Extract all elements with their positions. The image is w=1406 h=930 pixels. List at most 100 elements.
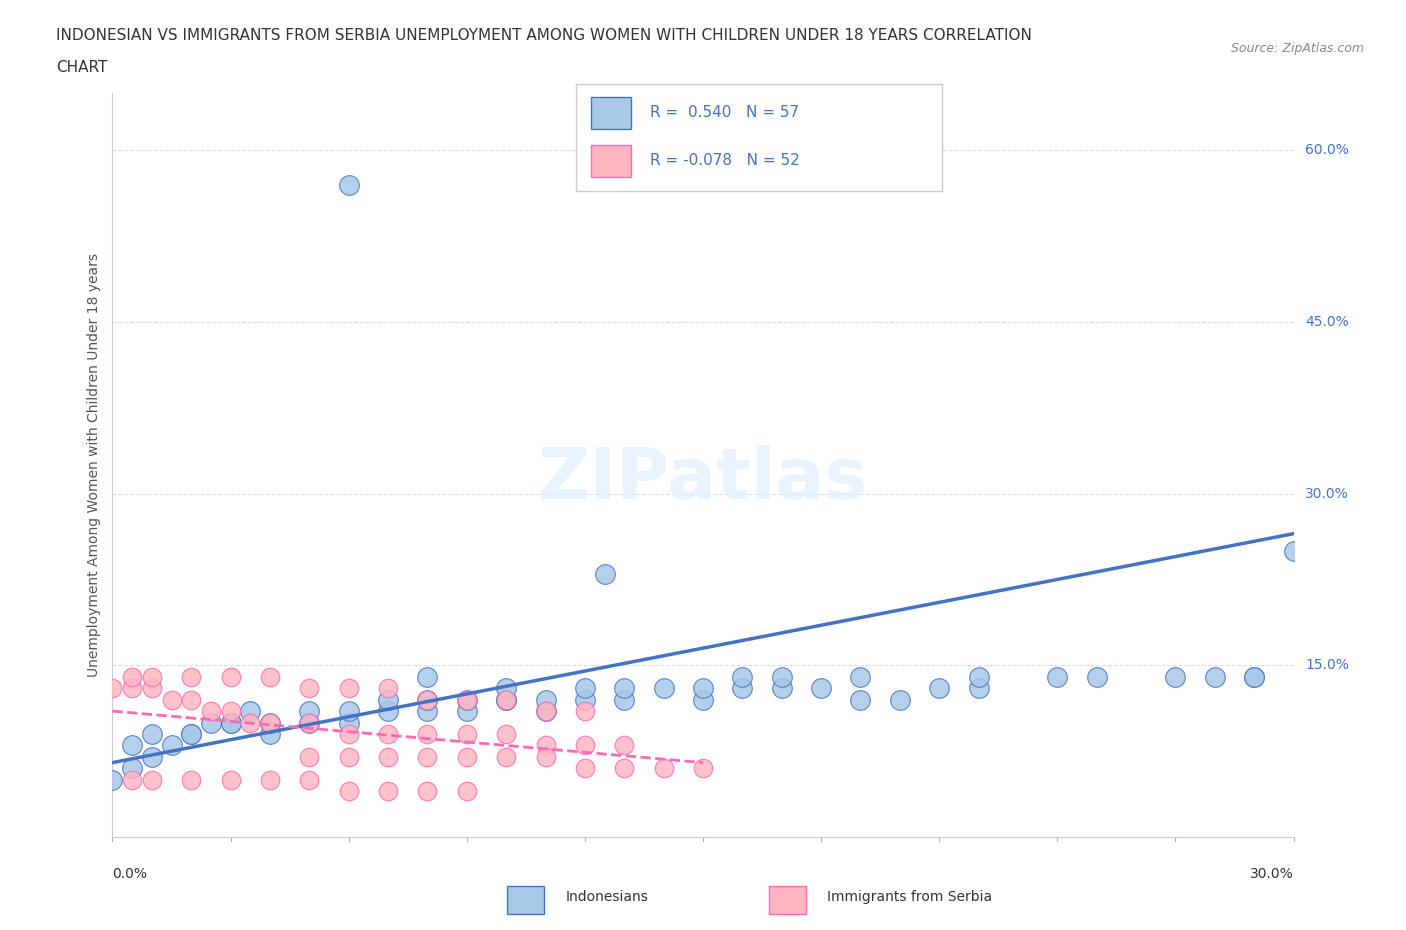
Point bbox=[377, 681, 399, 696]
Text: Immigrants from Serbia: Immigrants from Serbia bbox=[827, 890, 993, 905]
Point bbox=[219, 670, 242, 684]
Point bbox=[259, 715, 281, 730]
Text: 0.0%: 0.0% bbox=[112, 867, 148, 881]
Point bbox=[121, 670, 143, 684]
Point bbox=[298, 772, 321, 787]
Point bbox=[219, 704, 242, 719]
Point bbox=[180, 726, 202, 741]
Point bbox=[337, 750, 360, 764]
Point bbox=[456, 726, 478, 741]
Text: 15.0%: 15.0% bbox=[1305, 658, 1350, 672]
Text: 45.0%: 45.0% bbox=[1305, 315, 1350, 329]
FancyBboxPatch shape bbox=[506, 885, 544, 913]
Point bbox=[1204, 670, 1226, 684]
Point bbox=[121, 738, 143, 753]
FancyBboxPatch shape bbox=[591, 145, 631, 177]
Point bbox=[101, 681, 124, 696]
Point bbox=[377, 750, 399, 764]
Text: 60.0%: 60.0% bbox=[1305, 143, 1350, 157]
Point bbox=[141, 681, 163, 696]
FancyBboxPatch shape bbox=[769, 885, 806, 913]
Point bbox=[731, 670, 754, 684]
Point bbox=[416, 704, 439, 719]
Point bbox=[239, 715, 262, 730]
Point bbox=[416, 784, 439, 799]
Point bbox=[180, 670, 202, 684]
Point bbox=[141, 750, 163, 764]
Text: ZIPatlas: ZIPatlas bbox=[538, 445, 868, 514]
Point bbox=[377, 784, 399, 799]
Y-axis label: Unemployment Among Women with Children Under 18 years: Unemployment Among Women with Children U… bbox=[87, 253, 101, 677]
Point bbox=[456, 784, 478, 799]
Text: Source: ZipAtlas.com: Source: ZipAtlas.com bbox=[1230, 42, 1364, 55]
Point bbox=[180, 726, 202, 741]
Point bbox=[810, 681, 832, 696]
Point bbox=[337, 704, 360, 719]
Point bbox=[1282, 543, 1305, 558]
Point bbox=[495, 692, 517, 707]
Point bbox=[849, 670, 872, 684]
Text: R = -0.078   N = 52: R = -0.078 N = 52 bbox=[650, 153, 800, 168]
Point bbox=[337, 726, 360, 741]
FancyBboxPatch shape bbox=[591, 97, 631, 128]
Point bbox=[259, 670, 281, 684]
Point bbox=[337, 177, 360, 192]
Point bbox=[337, 715, 360, 730]
Point bbox=[377, 704, 399, 719]
Point bbox=[770, 670, 793, 684]
Point bbox=[534, 692, 557, 707]
Point bbox=[495, 750, 517, 764]
Point bbox=[456, 750, 478, 764]
Point bbox=[200, 704, 222, 719]
Point bbox=[495, 681, 517, 696]
Point bbox=[456, 692, 478, 707]
Point bbox=[652, 681, 675, 696]
Point bbox=[416, 670, 439, 684]
Point bbox=[180, 692, 202, 707]
Point bbox=[1243, 670, 1265, 684]
Point bbox=[593, 566, 616, 581]
Point bbox=[416, 750, 439, 764]
Text: Indonesians: Indonesians bbox=[565, 890, 648, 905]
Point bbox=[731, 681, 754, 696]
Point bbox=[1164, 670, 1187, 684]
Point bbox=[416, 692, 439, 707]
Point bbox=[456, 692, 478, 707]
Point bbox=[889, 692, 911, 707]
Point bbox=[160, 738, 183, 753]
Point bbox=[377, 692, 399, 707]
Point bbox=[770, 681, 793, 696]
Point bbox=[298, 681, 321, 696]
Point bbox=[337, 681, 360, 696]
Point bbox=[121, 681, 143, 696]
Point bbox=[613, 692, 636, 707]
Point bbox=[534, 704, 557, 719]
Point bbox=[692, 681, 714, 696]
Point bbox=[456, 704, 478, 719]
Point bbox=[337, 784, 360, 799]
Point bbox=[259, 715, 281, 730]
Point bbox=[967, 670, 990, 684]
Point bbox=[574, 761, 596, 776]
Point bbox=[967, 681, 990, 696]
Point bbox=[1243, 670, 1265, 684]
Point bbox=[219, 715, 242, 730]
Point bbox=[416, 692, 439, 707]
Point bbox=[180, 772, 202, 787]
Point bbox=[495, 726, 517, 741]
Point bbox=[160, 692, 183, 707]
Point bbox=[141, 772, 163, 787]
Point bbox=[574, 704, 596, 719]
Point bbox=[692, 692, 714, 707]
Point bbox=[121, 761, 143, 776]
Text: 30.0%: 30.0% bbox=[1305, 486, 1350, 500]
Point bbox=[652, 761, 675, 776]
Point bbox=[259, 772, 281, 787]
Point bbox=[298, 750, 321, 764]
Point bbox=[239, 704, 262, 719]
Text: R =  0.540   N = 57: R = 0.540 N = 57 bbox=[650, 105, 799, 120]
Text: 30.0%: 30.0% bbox=[1250, 867, 1294, 881]
Point bbox=[495, 692, 517, 707]
Point bbox=[849, 692, 872, 707]
Text: CHART: CHART bbox=[56, 60, 108, 75]
